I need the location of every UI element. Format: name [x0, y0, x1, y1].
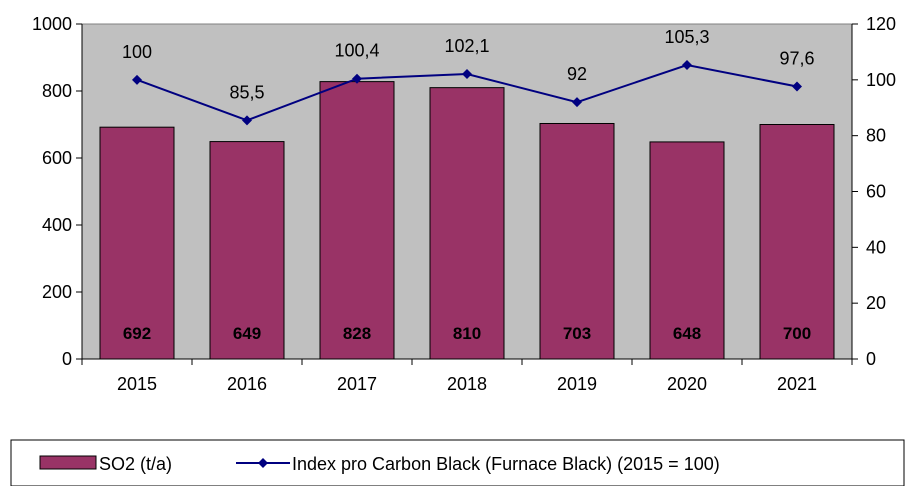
bar-2016 — [209, 141, 285, 360]
left-tick-600: 600 — [42, 148, 72, 168]
x-tick-2019: 2019 — [557, 374, 597, 394]
index-label-2016: 85,5 — [229, 82, 264, 102]
legend-box — [10, 439, 905, 486]
index-label-2017: 100,4 — [334, 41, 379, 61]
right-tick-20: 20 — [866, 293, 886, 313]
x-tick-2021: 2021 — [777, 374, 817, 394]
bar-2018 — [429, 87, 505, 360]
bar-2019 — [539, 122, 615, 360]
right-tick-80: 80 — [866, 126, 886, 146]
line-layer — [132, 60, 802, 126]
bar-label-2019: 703 — [563, 324, 591, 343]
right-tick-60: 60 — [866, 182, 886, 202]
legend-label-index: Index pro Carbon Black (Furnace Black) (… — [292, 454, 720, 474]
index-point-2021 — [792, 81, 802, 92]
legend-swatch-so2 — [39, 455, 97, 470]
index-point-2018 — [462, 68, 472, 79]
index-label-2015: 100 — [122, 42, 152, 62]
index-label-2019: 92 — [567, 64, 587, 84]
left-tick-0: 0 — [62, 349, 72, 369]
right-tick-100: 100 — [866, 70, 896, 90]
bar-2021 — [759, 124, 835, 360]
bar-2017 — [319, 81, 395, 360]
index-label-2018: 102,1 — [444, 36, 489, 56]
x-tick-2018: 2018 — [447, 374, 487, 394]
index-point-2015 — [132, 74, 142, 85]
legend-label-so2: SO2 (t/a) — [99, 454, 172, 474]
x-tick-2015: 2015 — [117, 374, 157, 394]
index-point-2020 — [682, 60, 692, 71]
right-tick-120: 120 — [866, 14, 896, 34]
x-tick-2017: 2017 — [337, 374, 377, 394]
bar-labels-layer: 692 649 828 810 703 648 700 — [123, 324, 811, 343]
bar-label-2017: 828 — [343, 324, 371, 343]
index-label-2020: 105,3 — [664, 27, 709, 47]
index-point-2017 — [352, 73, 362, 84]
legend-marker-index — [258, 458, 268, 468]
bar-label-2016: 649 — [233, 324, 261, 343]
index-label-2021: 97,6 — [779, 49, 814, 69]
right-tick-40: 40 — [866, 237, 886, 257]
line-labels-layer: 100 85,5 100,4 102,1 92 105,3 97,6 — [122, 27, 815, 102]
bar-label-2020: 648 — [673, 324, 701, 343]
left-tick-800: 800 — [42, 81, 72, 101]
axes-layer: 0 200 400 600 800 1000 0 20 40 60 80 100 120 2015 2016… — [32, 14, 896, 394]
bar-label-2021: 700 — [783, 324, 811, 343]
bar-label-2015: 692 — [123, 324, 151, 343]
bar-2015 — [99, 126, 175, 360]
bar-label-2018: 810 — [453, 324, 481, 343]
legend: SO2 (t/a) Index pro Carbon Black (Furnac… — [10, 439, 905, 486]
right-tick-0: 0 — [866, 349, 876, 369]
left-tick-400: 400 — [42, 215, 72, 235]
left-tick-1000: 1000 — [32, 14, 72, 34]
bars-layer — [99, 81, 835, 360]
x-tick-2020: 2020 — [667, 374, 707, 394]
index-point-2016 — [242, 115, 252, 126]
left-tick-200: 200 — [42, 282, 72, 302]
x-tick-2016: 2016 — [227, 374, 267, 394]
index-point-2019 — [572, 97, 582, 108]
